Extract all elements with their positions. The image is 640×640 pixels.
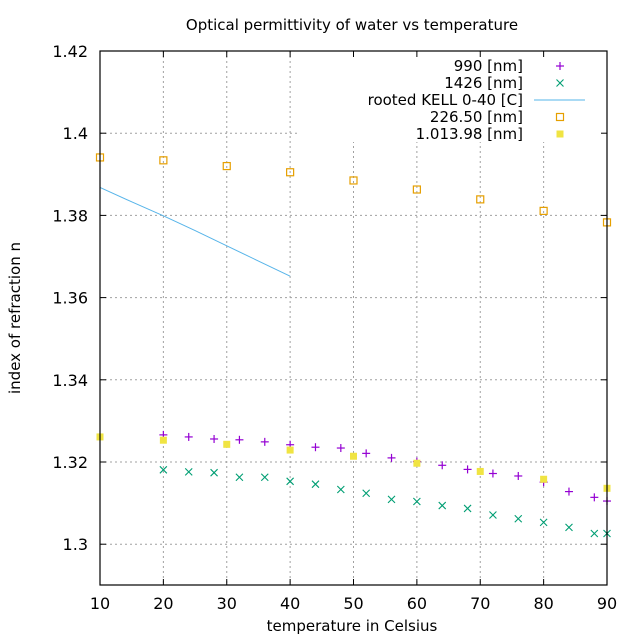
data-point: [184, 467, 193, 476]
data-point: [286, 446, 294, 454]
legend-swatch: [556, 130, 564, 138]
legend: 990 [nm]1426 [nm]rooted KELL 0-40 [C]226…: [368, 57, 585, 143]
data-point: [210, 434, 219, 443]
legend-label: 226.50 [nm]: [430, 108, 523, 126]
data-point: [260, 473, 269, 482]
data-point: [488, 469, 497, 478]
legend-label: 1426 [nm]: [444, 74, 523, 92]
x-axis-title: temperature in Celsius: [267, 617, 438, 635]
data-point: [159, 436, 167, 444]
data-point: [590, 529, 599, 538]
data-point: [412, 497, 421, 506]
data-point: [235, 435, 244, 444]
data-point: [564, 487, 573, 496]
legend-background: [300, 52, 606, 142]
legend-swatch: [555, 112, 565, 122]
legend-swatch: [556, 79, 564, 87]
data-point: [438, 501, 447, 510]
x-tick-label: 60: [407, 594, 427, 613]
data-point: [412, 185, 421, 194]
y-tick-label: 1.34: [52, 371, 88, 390]
data-point: [413, 459, 421, 467]
y-tick-label: 1.42: [52, 42, 88, 61]
series-4: [95, 153, 612, 227]
data-point: [514, 471, 523, 480]
data-point: [387, 495, 396, 504]
data-point: [489, 511, 497, 519]
y-tick-label: 1.38: [52, 206, 88, 225]
x-tick-label: 90: [597, 594, 617, 613]
data-point: [286, 477, 295, 486]
data-point: [349, 176, 358, 185]
series-2: [159, 465, 611, 538]
legend-item: 1.013.98 [nm]: [416, 125, 564, 143]
x-tick-label: 50: [343, 594, 363, 613]
data-point: [223, 440, 231, 448]
series-3: [99, 186, 291, 277]
y-tick-label: 1.4: [63, 124, 88, 143]
series-line: [99, 186, 291, 277]
y-axis-title: index of refraction n: [6, 242, 24, 394]
chart-title: Optical permittivity of water vs tempera…: [186, 16, 518, 34]
data-point: [565, 523, 573, 532]
legend-item: 990 [nm]: [454, 57, 564, 75]
data-point: [539, 206, 548, 215]
data-point: [476, 195, 485, 204]
data-point: [539, 518, 548, 527]
data-point: [210, 468, 218, 477]
data-point: [362, 489, 371, 498]
data-point: [336, 485, 345, 494]
data-point: [540, 475, 548, 483]
data-point: [387, 453, 396, 462]
data-point: [235, 473, 244, 482]
grid: [100, 51, 607, 585]
data-point: [159, 465, 168, 474]
x-tick-label: 10: [90, 594, 110, 613]
data-point: [184, 432, 193, 441]
legend-item: 226.50 [nm]: [430, 108, 565, 126]
data-point: [463, 504, 472, 513]
data-point: [362, 449, 371, 458]
x-tick-label: 70: [470, 594, 490, 613]
x-tick-label: 80: [533, 594, 553, 613]
data-point: [463, 465, 472, 474]
axis-ticks: 10 20 30 40 50 60 70 80 90 1.3 1.32 1.34 1.36 1.38 1.4…: [52, 42, 617, 613]
data-point: [311, 443, 320, 452]
data-point: [222, 161, 231, 171]
data-point: [311, 480, 320, 489]
data-point: [438, 461, 447, 470]
legend-item: rooted KELL 0-40 [C]: [368, 91, 585, 109]
x-tick-label: 20: [153, 594, 173, 613]
data-point: [476, 467, 484, 475]
data-point: [350, 452, 357, 460]
data-point: [159, 156, 168, 165]
data-point: [336, 444, 345, 453]
data-point: [260, 437, 269, 446]
x-tick-label: 30: [217, 594, 237, 613]
data-point: [514, 514, 523, 523]
y-tick-label: 1.32: [52, 453, 88, 472]
legend-label: 990 [nm]: [454, 57, 523, 75]
x-tick-label: 40: [280, 594, 300, 613]
legend-item: 1426 [nm]: [444, 74, 564, 92]
legend-label: rooted KELL 0-40 [C]: [368, 91, 523, 109]
y-tick-label: 1.3: [63, 535, 88, 554]
data-point: [286, 168, 295, 177]
legend-swatch: [556, 62, 564, 70]
data-point: [590, 493, 599, 502]
legend-label: 1.013.98 [nm]: [416, 125, 523, 143]
plot-area: [95, 153, 612, 538]
y-tick-label: 1.36: [52, 289, 88, 308]
